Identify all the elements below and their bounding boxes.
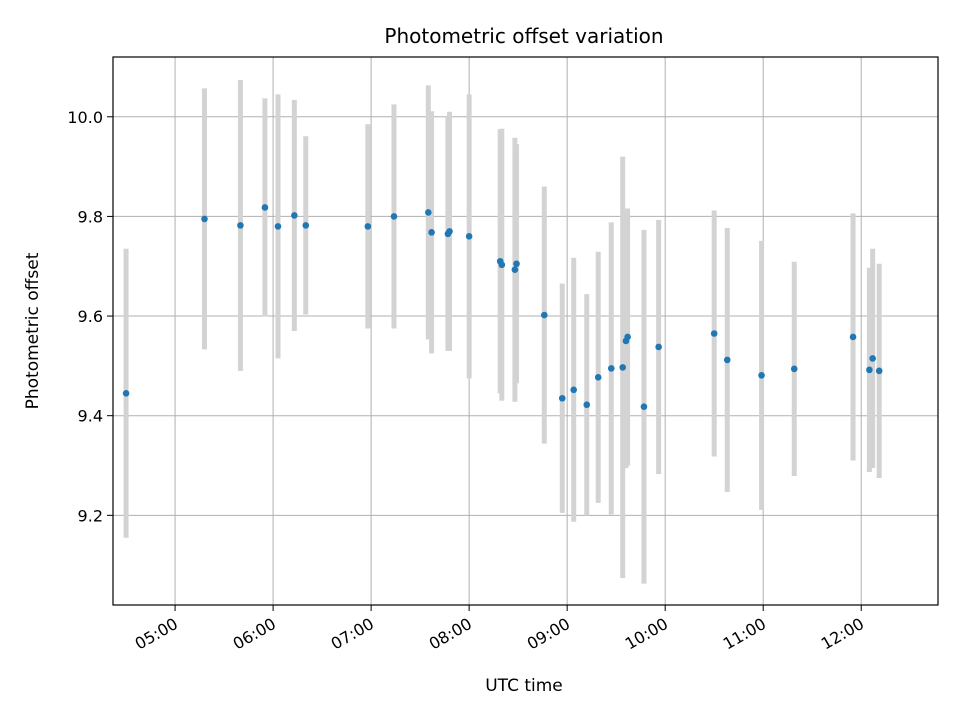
y-tick-label: 10.0	[67, 108, 103, 127]
plot-frame	[112, 56, 939, 606]
data-point	[570, 386, 577, 394]
data-point	[624, 333, 631, 341]
y-tick-label: 9.8	[78, 207, 103, 226]
data-point	[723, 356, 731, 364]
data-point	[302, 222, 310, 229]
data-point	[274, 223, 282, 230]
data-point	[869, 355, 876, 362]
data-point	[875, 367, 883, 375]
data-point	[390, 213, 398, 220]
y-axis-title: Photometric offset	[23, 252, 43, 409]
data-point	[511, 266, 519, 274]
data-point	[866, 366, 873, 374]
y-tick-label: 9.2	[78, 506, 103, 525]
chart-title: Photometric offset variation	[384, 24, 663, 48]
data-point	[640, 403, 648, 411]
data-point	[513, 260, 520, 268]
grid	[113, 57, 938, 605]
data-point	[498, 261, 506, 269]
y-tick-label: 9.4	[78, 407, 103, 426]
data-point	[122, 389, 130, 397]
data-point	[583, 401, 591, 409]
data-point	[237, 222, 244, 229]
data-point	[790, 365, 798, 373]
data-points	[122, 204, 883, 411]
data-point	[540, 311, 548, 319]
x-axis-title: UTC time	[485, 676, 563, 696]
data-point	[710, 330, 718, 337]
data-point	[446, 228, 453, 235]
data-point	[364, 223, 372, 230]
y-tick-label: 9.6	[78, 307, 103, 326]
data-point	[558, 394, 566, 402]
data-point	[849, 333, 857, 341]
data-point	[465, 233, 473, 240]
data-point	[607, 365, 615, 372]
data-point	[291, 212, 298, 219]
data-point	[428, 229, 435, 236]
data-point	[201, 215, 208, 223]
data-point	[619, 364, 627, 371]
data-point	[758, 372, 765, 379]
data-point	[594, 374, 602, 381]
y-axis: 9.2 9.4 9.6 9.8 10.0	[67, 108, 113, 525]
data-point	[424, 209, 432, 216]
data-point	[261, 204, 269, 211]
data-point	[655, 343, 662, 351]
